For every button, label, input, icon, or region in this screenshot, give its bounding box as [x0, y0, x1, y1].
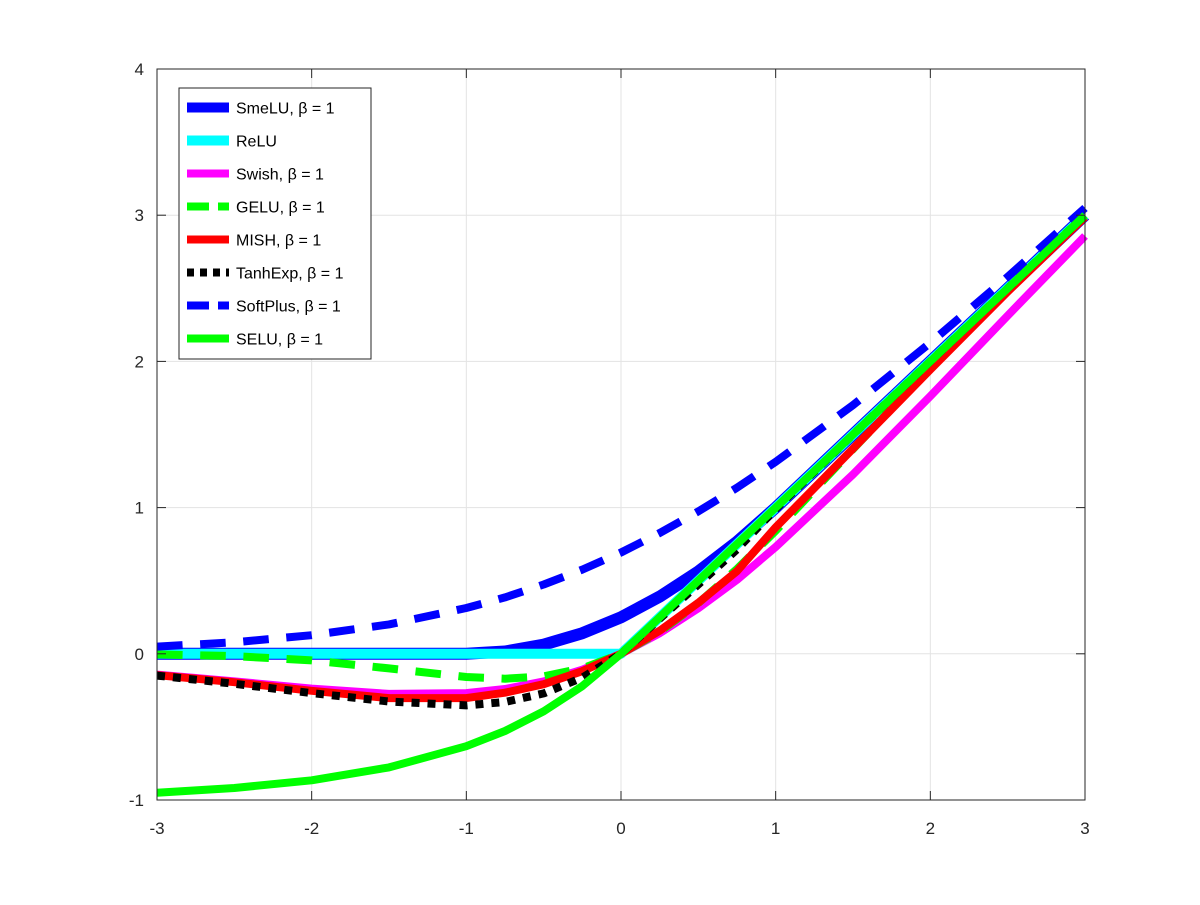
legend-label-1: SmeLU, β = 1 — [236, 101, 335, 118]
legend-box — [178, 87, 372, 360]
legend-label-5: MISH, β = 1 — [236, 233, 321, 250]
legend-label-3: Swish, β = 1 — [236, 167, 324, 184]
x-tick-label: 2 — [926, 819, 935, 838]
legend-label-2: ReLU — [236, 134, 277, 151]
x-tick-label: 1 — [771, 819, 780, 838]
x-tick-label: -2 — [304, 819, 319, 838]
legend-label-8: SELU, β = 1 — [236, 332, 323, 349]
y-tick-label: 2 — [135, 352, 144, 371]
legend-label-7: SoftPlus, β = 1 — [236, 299, 341, 316]
legend-label-4: GELU, β = 1 — [236, 200, 325, 217]
x-tick-label: -1 — [459, 819, 474, 838]
x-tick-label: -3 — [149, 819, 164, 838]
y-tick-label: 0 — [135, 645, 144, 664]
y-tick-label: 3 — [135, 206, 144, 225]
series-line-8 — [156, 212, 1088, 797]
legend: SmeLU, β = 1 ReLU Swish, β = 1 GELU, β = 1 M… — [178, 87, 372, 360]
x-tick-label: 3 — [1080, 819, 1089, 838]
series-lines — [156, 205, 1090, 797]
x-tick-label: 0 — [616, 819, 625, 838]
axes: -3 -2 -1 0 1 2 3 -1 0 1 2 3 4 — [129, 60, 1090, 838]
y-tick-label: 4 — [135, 60, 144, 79]
legend-label-6: TanhExp, β = 1 — [236, 266, 344, 283]
series-line-7 — [156, 205, 1088, 651]
y-tick-label: -1 — [129, 791, 144, 810]
y-tick-label: 1 — [135, 499, 144, 518]
